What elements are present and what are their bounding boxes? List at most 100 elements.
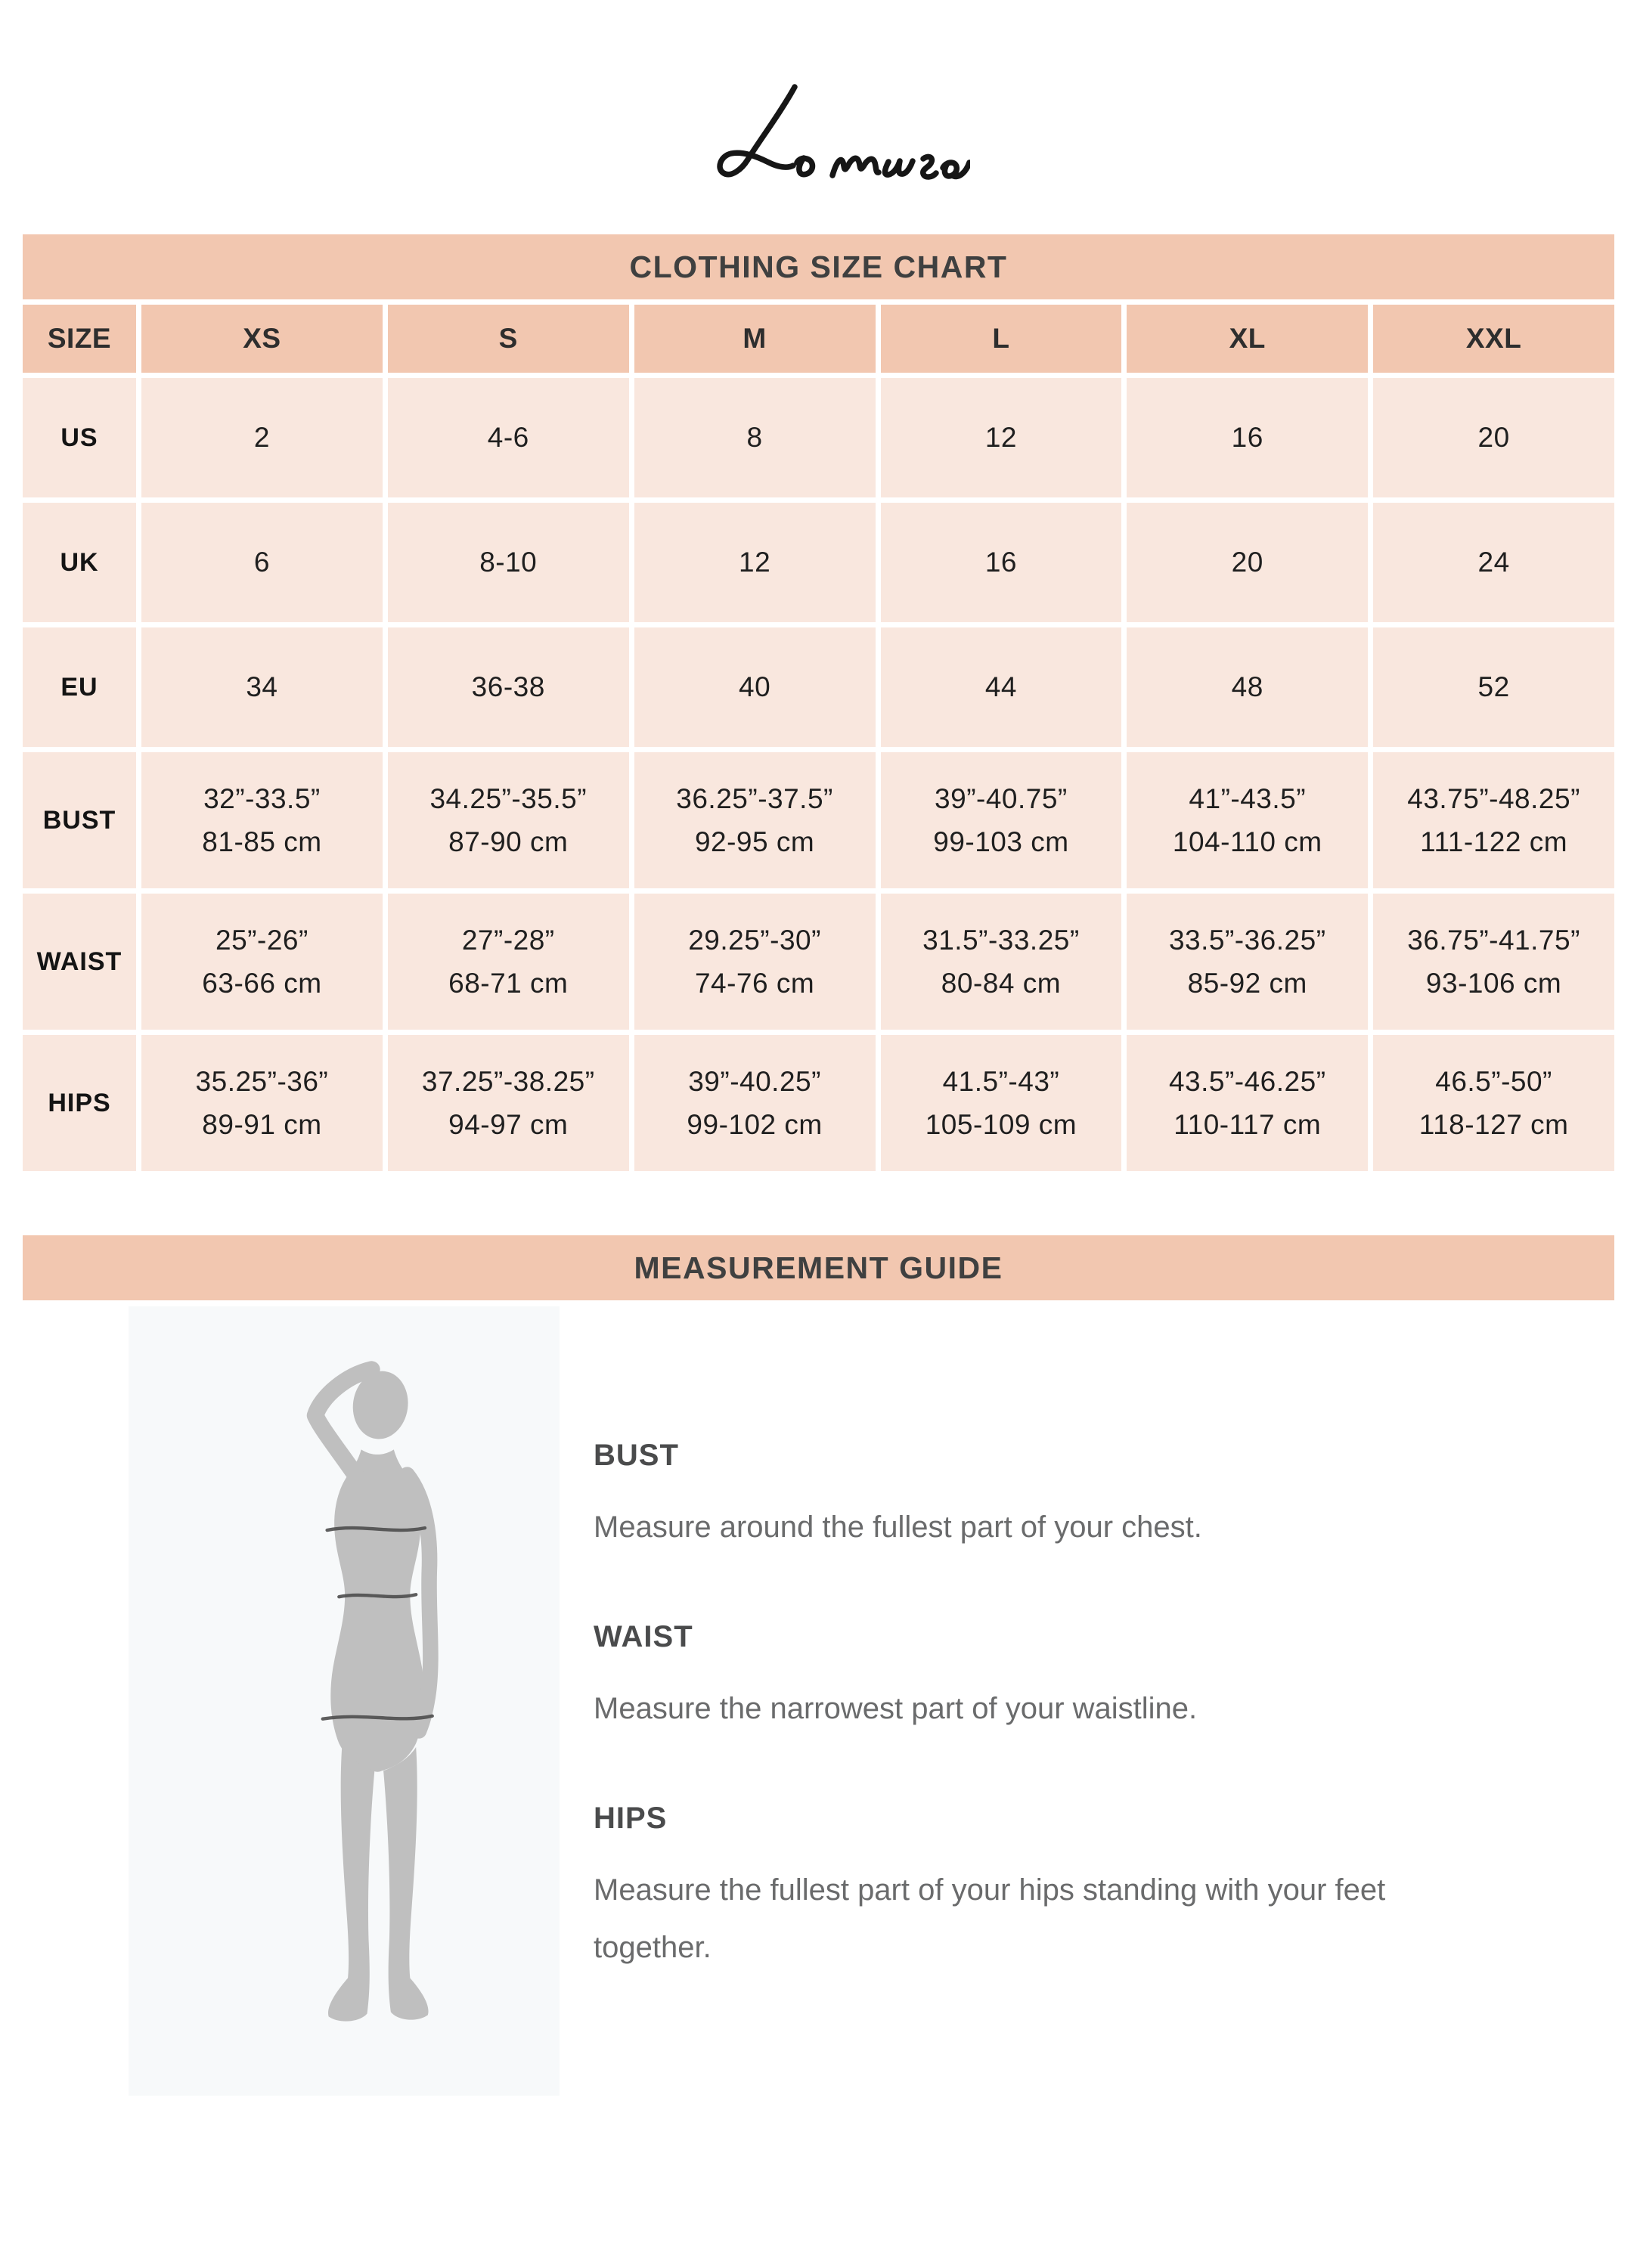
cell-eu-s: 36-38 <box>387 627 629 747</box>
cell-hips-l: 41.5”-43” 105-109 cm <box>880 1035 1122 1171</box>
row-label-hips: HIPS <box>23 1035 136 1171</box>
guide-item-hips: HIPS Measure the fullest part of your hip… <box>594 1802 1508 1976</box>
column-header-xs: XS <box>141 305 383 373</box>
cell-waist-l: 31.5”-33.25” 80-84 cm <box>880 894 1122 1030</box>
value-inches: 36.25”-37.5” <box>676 782 833 814</box>
value-inches: 32”-33.5” <box>203 782 321 814</box>
value-cm: 93-106 cm <box>1425 968 1562 999</box>
value-cm: 105-109 cm <box>925 1109 1077 1140</box>
measurement-guide-band: MEASUREMENT GUIDE <box>23 1235 1614 1300</box>
value-cm: 94-97 cm <box>448 1109 569 1140</box>
guide-item-heading: WAIST <box>594 1620 693 1653</box>
value-cm: 63-66 cm <box>202 968 322 999</box>
cell-waist-xs: 25”-26” 63-66 cm <box>141 894 383 1030</box>
cell-waist-xl: 33.5”-36.25” 85-92 cm <box>1127 894 1369 1030</box>
cell-uk-s: 8-10 <box>387 503 629 622</box>
guide-item-text: Measure the narrowest part of your waist… <box>594 1692 1198 1725</box>
value-inches: 43.75”-48.25” <box>1407 782 1580 814</box>
value-inches: 36.75”-41.75” <box>1407 924 1580 956</box>
value-cm: 99-103 cm <box>933 826 1069 857</box>
cell-eu-xxl: 52 <box>1373 627 1614 747</box>
cell-hips-xs: 35.25”-36” 89-91 cm <box>141 1035 383 1171</box>
row-label-bust: BUST <box>23 752 136 888</box>
cell-uk-l: 16 <box>880 503 1122 622</box>
value-cm: 68-71 cm <box>448 968 569 999</box>
brand-logo <box>668 78 970 191</box>
cell-uk-xl: 20 <box>1127 503 1369 622</box>
guide-item-waist: WAIST Measure the narrowest part of your … <box>594 1620 1508 1737</box>
cell-uk-xs: 6 <box>141 503 383 622</box>
value-cm: 104-110 cm <box>1172 826 1322 857</box>
column-header-l: L <box>880 305 1122 373</box>
value-inches: 31.5”-33.25” <box>922 924 1080 956</box>
cell-eu-l: 44 <box>880 627 1122 747</box>
value-cm: 74-76 cm <box>694 968 815 999</box>
cell-waist-m: 29.25”-30” 74-76 cm <box>634 894 876 1030</box>
figure-panel <box>129 1306 560 2096</box>
cell-hips-s: 37.25”-38.25” 94-97 cm <box>387 1035 629 1171</box>
cell-us-xxl: 20 <box>1373 378 1614 497</box>
measurement-guide-body: BUST Measure around the fullest part of y… <box>0 1306 1637 2096</box>
cell-us-m: 8 <box>634 378 876 497</box>
cell-us-l: 12 <box>880 378 1122 497</box>
cell-bust-l: 39”-40.75” 99-103 cm <box>880 752 1122 888</box>
column-header-xxl: XXL <box>1373 305 1614 373</box>
cell-us-s: 4-6 <box>387 378 629 497</box>
column-header-size: SIZE <box>23 305 136 373</box>
column-header-m: M <box>634 305 876 373</box>
cell-hips-xxl: 46.5”-50” 118-127 cm <box>1373 1035 1614 1171</box>
size-chart-title: CLOTHING SIZE CHART <box>629 249 1008 284</box>
value-inches: 33.5”-36.25” <box>1168 924 1326 956</box>
guide-item-text: Measure the fullest part of your hips st… <box>594 1873 1386 1964</box>
row-label-uk: UK <box>23 503 136 622</box>
waist-line <box>337 1593 418 1599</box>
value-inches: 41.5”-43” <box>942 1065 1060 1097</box>
cell-uk-xxl: 24 <box>1373 503 1614 622</box>
bust-line <box>325 1526 427 1532</box>
cell-eu-xl: 48 <box>1127 627 1369 747</box>
value-cm: 81-85 cm <box>202 826 322 857</box>
value-cm: 85-92 cm <box>1187 968 1307 999</box>
cell-eu-xs: 34 <box>141 627 383 747</box>
value-cm: 118-127 cm <box>1418 1109 1569 1140</box>
size-chart-grid: SIZE XS S M L XL XXL US 2 4-6 8 12 16 20 UK 6 8-10 12 16 20… <box>23 305 1614 1171</box>
row-label-waist: WAIST <box>23 894 136 1030</box>
cell-us-xs: 2 <box>141 378 383 497</box>
size-chart-title-band: CLOTHING SIZE CHART <box>23 234 1614 299</box>
cell-waist-xxl: 36.75”-41.75” 93-106 cm <box>1373 894 1614 1030</box>
value-cm: 99-102 cm <box>687 1109 823 1140</box>
hips-line <box>321 1714 434 1721</box>
cell-bust-xl: 41”-43.5” 104-110 cm <box>1127 752 1369 888</box>
cell-bust-s: 34.25”-35.5” 87-90 cm <box>387 752 629 888</box>
value-inches: 39”-40.25” <box>688 1065 821 1097</box>
row-label-eu: EU <box>23 627 136 747</box>
value-cm: 111-122 cm <box>1420 826 1568 857</box>
value-cm: 110-117 cm <box>1173 1109 1322 1140</box>
column-header-s: S <box>387 305 629 373</box>
value-inches: 46.5”-50” <box>1435 1065 1552 1097</box>
cell-uk-m: 12 <box>634 503 876 622</box>
guide-item-text: Measure around the fullest part of your … <box>594 1510 1202 1544</box>
value-cm: 87-90 cm <box>448 826 569 857</box>
value-inches: 41”-43.5” <box>1189 782 1307 814</box>
value-inches: 37.25”-38.25” <box>421 1065 595 1097</box>
guide-item-heading: HIPS <box>594 1802 668 1835</box>
guide-item-bust: BUST Measure around the fullest part of y… <box>594 1439 1508 1556</box>
value-inches: 29.25”-30” <box>688 924 821 956</box>
cell-waist-s: 27”-28” 68-71 cm <box>387 894 629 1030</box>
cell-bust-xs: 32”-33.5” 81-85 cm <box>141 752 383 888</box>
value-inches: 43.5”-46.25” <box>1168 1065 1326 1097</box>
cell-bust-xxl: 43.75”-48.25” 111-122 cm <box>1373 752 1614 888</box>
cell-hips-m: 39”-40.25” 99-102 cm <box>634 1035 876 1171</box>
value-inches: 35.25”-36” <box>195 1065 329 1097</box>
measurement-guide-title: MEASUREMENT GUIDE <box>634 1250 1003 1285</box>
guide-item-heading: BUST <box>594 1439 679 1472</box>
value-inches: 27”-28” <box>461 924 555 956</box>
female-silhouette-icon <box>306 1361 439 2022</box>
cell-eu-m: 40 <box>634 627 876 747</box>
row-label-us: US <box>23 378 136 497</box>
value-cm: 89-91 cm <box>202 1109 322 1140</box>
value-cm: 92-95 cm <box>694 826 815 857</box>
value-inches: 25”-26” <box>215 924 308 956</box>
brand-logo-script-icon <box>716 84 970 180</box>
